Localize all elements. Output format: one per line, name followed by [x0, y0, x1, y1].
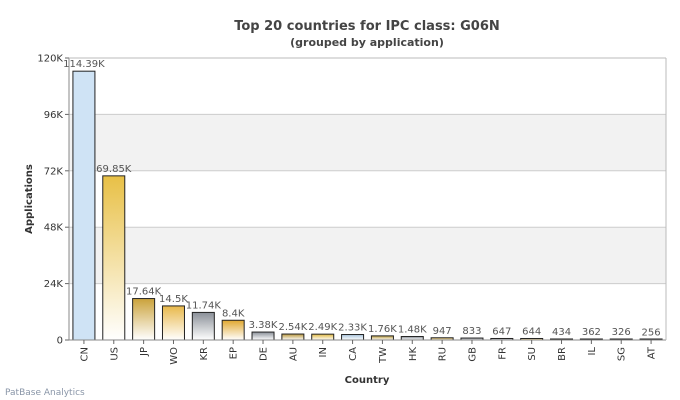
data-label: 11.74K — [186, 300, 222, 311]
data-label: 833 — [462, 326, 481, 337]
bars — [72, 70, 663, 341]
x-tick-label: IL — [587, 347, 598, 356]
data-label: 2.33K — [338, 323, 367, 334]
x-tick-label: SG — [617, 347, 628, 361]
data-label: 434 — [552, 327, 571, 338]
x-tick-label: BR — [557, 347, 568, 361]
data-label: 2.54K — [278, 322, 307, 333]
data-label: 647 — [492, 326, 511, 337]
y-tick-label: 96K — [44, 110, 64, 121]
y-tick-label: 48K — [44, 223, 64, 234]
data-label: 114.39K — [63, 59, 105, 70]
x-tick-label: CN — [79, 347, 90, 361]
y-axis-title: Applications — [24, 164, 35, 234]
x-tick-label: KR — [199, 347, 210, 361]
data-label: 1.76K — [368, 324, 397, 335]
y-tick-label: 24K — [44, 279, 64, 290]
bar-jp[interactable] — [132, 298, 156, 341]
bar-wo[interactable] — [161, 305, 185, 341]
axes: 0 24K 48K 72K 96K 120K CN US JP WO KR EP DE AU IN CA TW H… — [37, 54, 667, 365]
grid-band — [69, 170, 666, 228]
bar-kr[interactable] — [191, 311, 215, 341]
bar-de[interactable] — [251, 331, 275, 341]
x-tick-label: SU — [527, 347, 538, 361]
data-label: 8.4K — [222, 308, 245, 319]
chart-title: Top 20 countries for IPC class: G06N — [234, 19, 500, 34]
y-tick-label: 120K — [37, 54, 63, 65]
x-tick-label: EP — [229, 347, 240, 359]
data-label: 14.5K — [159, 294, 188, 305]
bar-au[interactable] — [281, 333, 305, 341]
x-axis-title: Country — [345, 375, 390, 386]
x-tick-label: GB — [467, 347, 478, 362]
bar-cn[interactable] — [72, 70, 96, 341]
x-tick-label: TW — [378, 347, 389, 364]
bar-ca[interactable] — [341, 334, 365, 341]
bar-us[interactable] — [102, 175, 126, 341]
data-label: 3.38K — [249, 320, 278, 331]
grid-band — [69, 227, 666, 284]
chart-subtitle: (grouped by application) — [290, 36, 444, 49]
data-label: 69.85K — [96, 164, 132, 175]
grid-band — [69, 114, 666, 171]
x-tick-label: US — [109, 347, 120, 361]
x-tick-label: AT — [647, 346, 658, 359]
data-label: 362 — [582, 327, 601, 338]
data-label: 1.48K — [398, 325, 427, 336]
data-label: 2.49K — [308, 322, 337, 333]
data-label: 326 — [612, 327, 631, 338]
bar-tw[interactable] — [370, 335, 394, 341]
x-tick-label: DE — [259, 347, 270, 361]
x-tick-label: JP — [139, 347, 150, 357]
x-tick-label: RU — [438, 347, 449, 361]
data-label: 256 — [642, 327, 661, 338]
x-tick-label: FR — [497, 347, 508, 360]
x-tick-label: AU — [288, 347, 299, 361]
x-tick-label: IN — [318, 347, 329, 357]
bar-hk[interactable] — [400, 336, 424, 341]
data-label: 644 — [522, 326, 541, 337]
credit-text: PatBase Analytics — [5, 388, 85, 398]
grid-band — [69, 58, 666, 115]
y-tick-label: 0 — [57, 336, 63, 347]
x-tick-label: CA — [348, 347, 359, 361]
data-label: 17.64K — [126, 287, 162, 298]
x-tick-label: HK — [408, 347, 419, 362]
grid-lines — [69, 57, 666, 341]
bar-ep[interactable] — [221, 319, 245, 341]
y-tick-label: 72K — [44, 166, 64, 177]
x-tick-label: WO — [169, 347, 180, 365]
data-label: 947 — [433, 326, 452, 337]
bar-in[interactable] — [311, 333, 335, 341]
